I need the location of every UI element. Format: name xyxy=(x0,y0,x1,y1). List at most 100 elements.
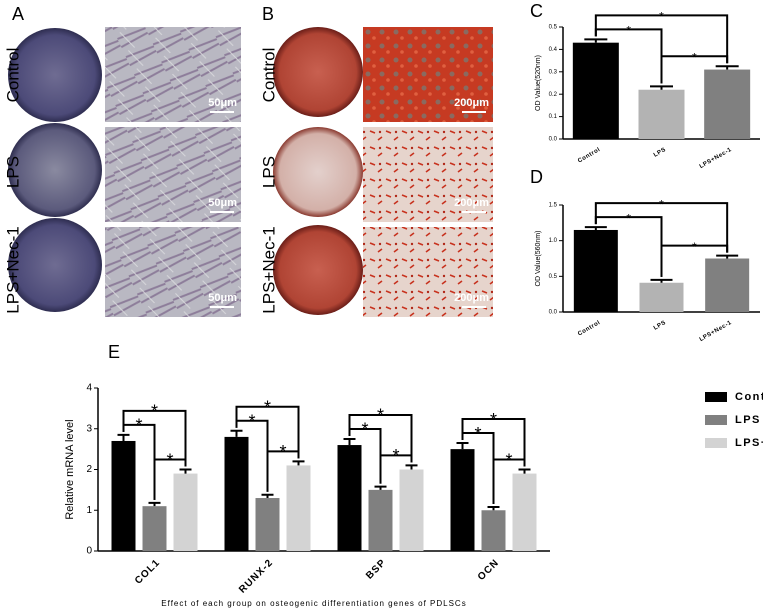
error-bar xyxy=(584,38,608,43)
dish xyxy=(8,28,102,122)
y-axis-label: OD Value(560nm) xyxy=(535,231,542,287)
x-tick-label: RUNX-2 xyxy=(237,557,275,595)
bar xyxy=(173,473,198,551)
significance-star: * xyxy=(659,9,664,23)
error-bar xyxy=(650,85,673,90)
error-bar xyxy=(179,468,192,474)
bar xyxy=(481,510,506,551)
bar xyxy=(572,42,619,139)
error-bar xyxy=(292,460,305,466)
significance-star: * xyxy=(626,23,631,37)
scale-bar-label: 50μm xyxy=(208,97,237,109)
significance-star: * xyxy=(248,412,255,432)
bar xyxy=(224,436,249,551)
bar xyxy=(450,449,475,551)
bar xyxy=(704,69,751,139)
significance-star: * xyxy=(626,211,631,225)
panel-letter: B xyxy=(262,4,274,24)
micrograph xyxy=(105,27,241,122)
x-tick-label: LPS xyxy=(653,147,667,159)
significance-star: * xyxy=(659,197,664,211)
bar xyxy=(111,440,136,551)
micrograph xyxy=(105,227,241,317)
error-bar xyxy=(230,429,243,437)
scale-bar-label: 50μm xyxy=(208,197,237,209)
row-label: LPS+Nec-1 xyxy=(3,226,22,313)
dish xyxy=(273,127,363,217)
significance-star: * xyxy=(692,240,697,254)
significance-bracket xyxy=(348,413,413,463)
dish xyxy=(273,225,363,315)
micrograph xyxy=(363,227,493,317)
y-tick-label: 1.5 xyxy=(549,203,558,209)
error-bar xyxy=(456,442,469,450)
y-axis-label: OD Value(520nm) xyxy=(535,55,542,111)
bar xyxy=(705,258,750,312)
bar xyxy=(368,489,393,551)
error-bar xyxy=(715,65,739,70)
significance-star: * xyxy=(392,446,399,466)
significance-bracket xyxy=(594,14,729,64)
y-tick-label: 2 xyxy=(86,464,92,475)
legend-label: Control xyxy=(735,391,763,403)
significance-star: * xyxy=(264,398,271,418)
scale-bar-label: 200μm xyxy=(454,197,489,209)
scale-bar-label: 200μm xyxy=(454,97,489,109)
y-tick-label: 0.4 xyxy=(549,47,558,53)
bar xyxy=(337,445,362,551)
bar xyxy=(399,469,424,551)
y-tick-label: 0.2 xyxy=(549,92,558,98)
error-bar xyxy=(343,437,356,446)
y-tick-label: 3 xyxy=(86,423,92,434)
panel-letter: C xyxy=(530,1,543,21)
y-tick-label: 0.0 xyxy=(549,137,558,143)
error-bar xyxy=(716,254,739,259)
bar xyxy=(286,465,311,551)
error-bar xyxy=(148,501,161,507)
legend-swatch xyxy=(705,392,727,402)
panel-letter: A xyxy=(12,4,24,24)
micrograph xyxy=(363,127,493,222)
significance-star: * xyxy=(151,402,158,422)
significance-star: * xyxy=(135,416,142,436)
significance-bracket xyxy=(461,418,526,467)
x-axis-label: Effect of each group on osteogenic diffe… xyxy=(161,599,466,608)
significance-star: * xyxy=(692,50,697,64)
row-label: Control xyxy=(259,48,278,103)
y-tick-label: 0.0 xyxy=(549,310,558,316)
error-bar xyxy=(374,485,387,490)
legend-label: LPS xyxy=(735,414,761,426)
scale-bar-label: 200μm xyxy=(454,292,489,304)
y-tick-label: 0.5 xyxy=(549,274,558,280)
panel-letter: E xyxy=(108,342,120,362)
y-tick-label: 0.3 xyxy=(549,69,558,75)
y-tick-label: 1.0 xyxy=(549,238,558,244)
y-tick-label: 4 xyxy=(86,383,92,394)
significance-bracket xyxy=(122,409,187,467)
error-bar xyxy=(117,433,130,441)
error-bar xyxy=(584,226,607,230)
x-tick-label: LPS+Nec-1 xyxy=(699,320,733,343)
significance-star: * xyxy=(490,410,497,430)
significance-star: * xyxy=(474,424,481,444)
y-tick-label: 1 xyxy=(86,505,92,516)
bar xyxy=(512,473,537,551)
scale-bar-label: 50μm xyxy=(208,292,237,304)
dish xyxy=(273,27,363,117)
significance-bracket xyxy=(594,202,729,253)
legend-swatch xyxy=(705,415,727,425)
bar xyxy=(573,229,618,312)
bar xyxy=(142,506,167,551)
row-label: LPS xyxy=(259,156,278,188)
panel-b-images xyxy=(273,27,493,317)
significance-star: * xyxy=(377,406,384,426)
micrograph xyxy=(363,27,493,122)
x-tick-label: LPS+Nec-1 xyxy=(699,147,733,170)
x-tick-label: COL1 xyxy=(133,557,162,586)
bar xyxy=(638,89,685,139)
significance-bracket xyxy=(235,405,300,459)
significance-star: * xyxy=(505,450,512,470)
micrograph xyxy=(105,127,241,222)
y-tick-label: 0.1 xyxy=(549,114,558,120)
